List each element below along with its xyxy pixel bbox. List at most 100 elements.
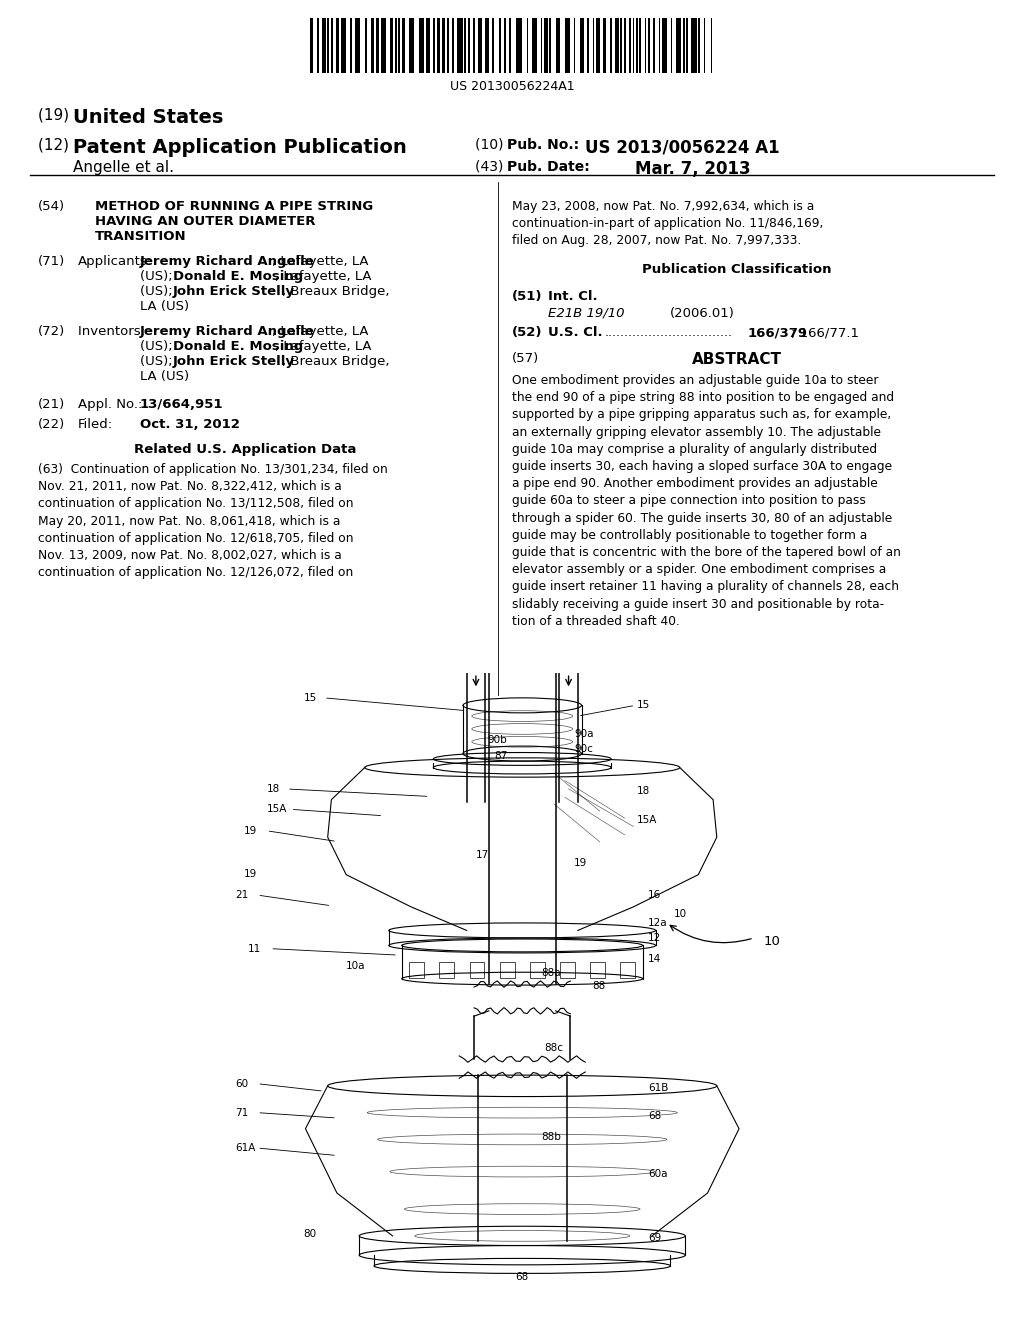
Bar [401,18,406,73]
Text: 12: 12 [648,933,662,942]
Text: John Erick Stelly: John Erick Stelly [173,285,295,298]
Bar [447,18,449,73]
Text: METHOD OF RUNNING A PIPE STRING: METHOD OF RUNNING A PIPE STRING [95,201,374,213]
Text: 17: 17 [476,850,489,861]
Text: 68: 68 [516,1271,528,1282]
Text: Filed:: Filed: [78,418,113,432]
Text: US 2013/0056224 A1: US 2013/0056224 A1 [585,139,779,156]
Bar [436,18,440,73]
Bar [529,962,545,978]
Text: (12): (12) [38,139,74,153]
Text: One embodiment provides an adjustable guide 10a to steer
the end 90 of a pipe st: One embodiment provides an adjustable gu… [512,374,901,628]
Text: E21B 19/10: E21B 19/10 [548,308,625,319]
Text: 88b: 88b [541,1133,561,1142]
Text: ; 166/77.1: ; 166/77.1 [791,326,859,339]
Bar [556,18,560,73]
Text: Pub. No.:: Pub. No.: [507,139,584,152]
Bar [636,18,638,73]
Bar [468,18,470,73]
Text: 87: 87 [495,751,508,760]
Bar [478,18,481,73]
Text: 19: 19 [245,869,258,879]
Text: (52): (52) [512,326,543,339]
Text: (2006.01): (2006.01) [670,308,735,319]
Bar [473,18,475,73]
Bar [588,18,589,73]
Text: 61A: 61A [236,1143,255,1152]
Text: 88: 88 [593,981,606,991]
Text: , Lafayette, LA: , Lafayette, LA [275,271,372,282]
Text: (54): (54) [38,201,66,213]
Text: (57): (57) [512,352,540,366]
Bar [541,18,543,73]
Text: 15: 15 [303,693,316,702]
Text: 10a: 10a [346,961,366,970]
Text: (71): (71) [38,255,66,268]
Bar [711,18,713,73]
Text: 11: 11 [248,944,261,953]
Bar [390,18,393,73]
Bar [671,18,673,73]
Text: Mar. 7, 2013: Mar. 7, 2013 [635,160,751,178]
Bar [549,18,551,73]
Text: Donald E. Mosing: Donald E. Mosing [173,341,303,352]
Text: 15A: 15A [266,804,287,814]
Bar [621,962,635,978]
Bar [499,18,501,73]
Text: , Lafayette, LA: , Lafayette, LA [272,325,369,338]
Text: Appl. No.:: Appl. No.: [78,399,142,411]
Bar [504,18,506,73]
Text: (US);: (US); [140,341,177,352]
Bar [686,18,688,73]
Text: (US);: (US); [140,271,177,282]
Bar [683,18,684,73]
Text: (51): (51) [512,290,543,304]
Text: 13/664,951: 13/664,951 [140,399,223,411]
Text: John Erick Stelly: John Erick Stelly [173,355,295,368]
Text: Int. Cl.: Int. Cl. [548,290,598,304]
Bar [565,18,570,73]
Bar [698,18,700,73]
Text: Applicants:: Applicants: [78,255,153,268]
Text: LA (US): LA (US) [140,300,189,313]
Bar [317,18,318,73]
Text: Inventors:: Inventors: [78,325,150,338]
Text: Pub. Date:: Pub. Date: [507,160,590,174]
Bar [653,18,655,73]
Bar [439,962,455,978]
Text: , Breaux Bridge,: , Breaux Bridge, [282,285,389,298]
Text: May 23, 2008, now Pat. No. 7,992,634, which is a
continuation-in-part of applica: May 23, 2008, now Pat. No. 7,992,634, wh… [512,201,823,247]
Text: 88c: 88c [545,1043,563,1053]
Text: , Lafayette, LA: , Lafayette, LA [275,341,372,352]
Text: US 20130056224A1: US 20130056224A1 [450,81,574,92]
Text: 60: 60 [236,1078,248,1089]
Text: 18: 18 [266,784,280,793]
Text: 60a: 60a [648,1168,668,1179]
Text: (63)  Continuation of application No. 13/301,234, filed on
Nov. 21, 2011, now Pa: (63) Continuation of application No. 13/… [38,463,388,579]
Bar [621,18,623,73]
Text: Jeremy Richard Angelle: Jeremy Richard Angelle [140,325,314,338]
Bar [593,18,594,73]
Text: Angelle et al.: Angelle et al. [73,160,174,176]
Bar [470,962,484,978]
Text: (21): (21) [38,399,66,411]
Bar [526,18,528,73]
Text: Patent Application Publication: Patent Application Publication [73,139,407,157]
Text: ABSTRACT: ABSTRACT [692,352,782,367]
Text: 16: 16 [648,890,662,900]
Text: TRANSITION: TRANSITION [95,230,186,243]
Text: 18: 18 [637,787,650,796]
Text: Oct. 31, 2012: Oct. 31, 2012 [140,418,240,432]
Text: U.S. Cl.: U.S. Cl. [548,326,603,339]
Bar [658,18,660,73]
Bar [639,18,641,73]
Text: HAVING AN OUTER DIAMETER: HAVING AN OUTER DIAMETER [95,215,315,228]
Text: 10: 10 [763,935,780,948]
Bar [624,18,626,73]
Bar [381,18,386,73]
Text: , Lafayette, LA: , Lafayette, LA [272,255,369,268]
Text: 69: 69 [648,1233,662,1243]
Bar [350,18,351,73]
Bar [395,18,396,73]
Bar [409,18,414,73]
